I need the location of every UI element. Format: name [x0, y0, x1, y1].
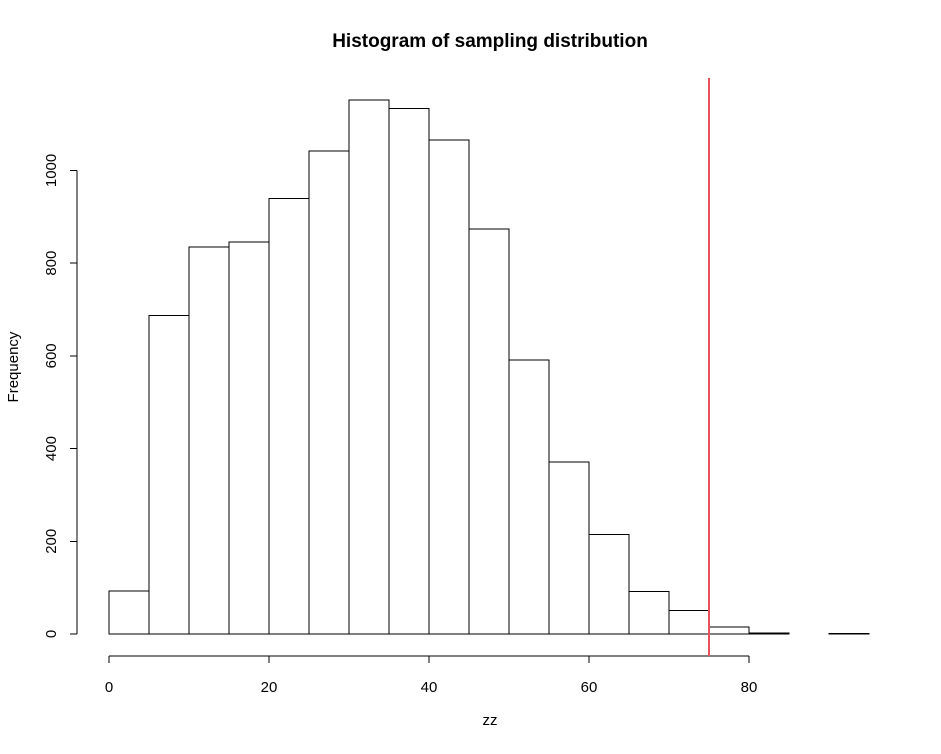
- histogram-bar-12: [588, 533, 630, 635]
- histogram-bar-2: [188, 246, 230, 635]
- histogram-bar-13: [628, 590, 670, 635]
- y-tick-label-0: 0: [43, 630, 60, 638]
- y-tick-label-3: 600: [43, 343, 60, 368]
- histogram-bar-1: [148, 315, 190, 635]
- histogram-bar-0: [108, 590, 150, 635]
- y-tick-label-1: 200: [43, 529, 60, 554]
- x-axis-label: zz: [483, 712, 498, 729]
- histogram-bar-7: [388, 107, 430, 635]
- y-tick-label-5: 1000: [43, 154, 60, 187]
- histogram-bar-11: [548, 461, 590, 635]
- histogram-bar-15: [708, 626, 750, 635]
- histogram-bar-10: [508, 359, 550, 635]
- x-tick-label-2: 40: [421, 679, 438, 696]
- chart-title: Histogram of sampling distribution: [332, 31, 648, 52]
- histogram-bar-8: [428, 139, 470, 635]
- y-axis-label: Frequency: [5, 331, 22, 402]
- histogram-bar-14: [668, 609, 710, 635]
- x-tick-label-3: 60: [581, 679, 598, 696]
- histogram-bar-5: [308, 150, 350, 635]
- histogram-bar-6: [348, 99, 390, 635]
- y-tick-label-2: 400: [43, 436, 60, 461]
- histogram-bar-3: [228, 241, 270, 635]
- y-tick-label-4: 800: [43, 251, 60, 276]
- x-tick-label-4: 80: [741, 679, 758, 696]
- histogram-bars: [108, 99, 870, 635]
- histogram-bar-9: [468, 228, 510, 635]
- y-axis: 0 200 400 600 800 1000: [43, 154, 78, 638]
- histogram-bar-4: [268, 198, 310, 635]
- x-tick-label-1: 20: [261, 679, 278, 696]
- x-tick-label-0: 0: [105, 679, 113, 696]
- x-axis: 0 20 40 60 80: [105, 655, 758, 696]
- histogram-bar-16: [748, 632, 790, 635]
